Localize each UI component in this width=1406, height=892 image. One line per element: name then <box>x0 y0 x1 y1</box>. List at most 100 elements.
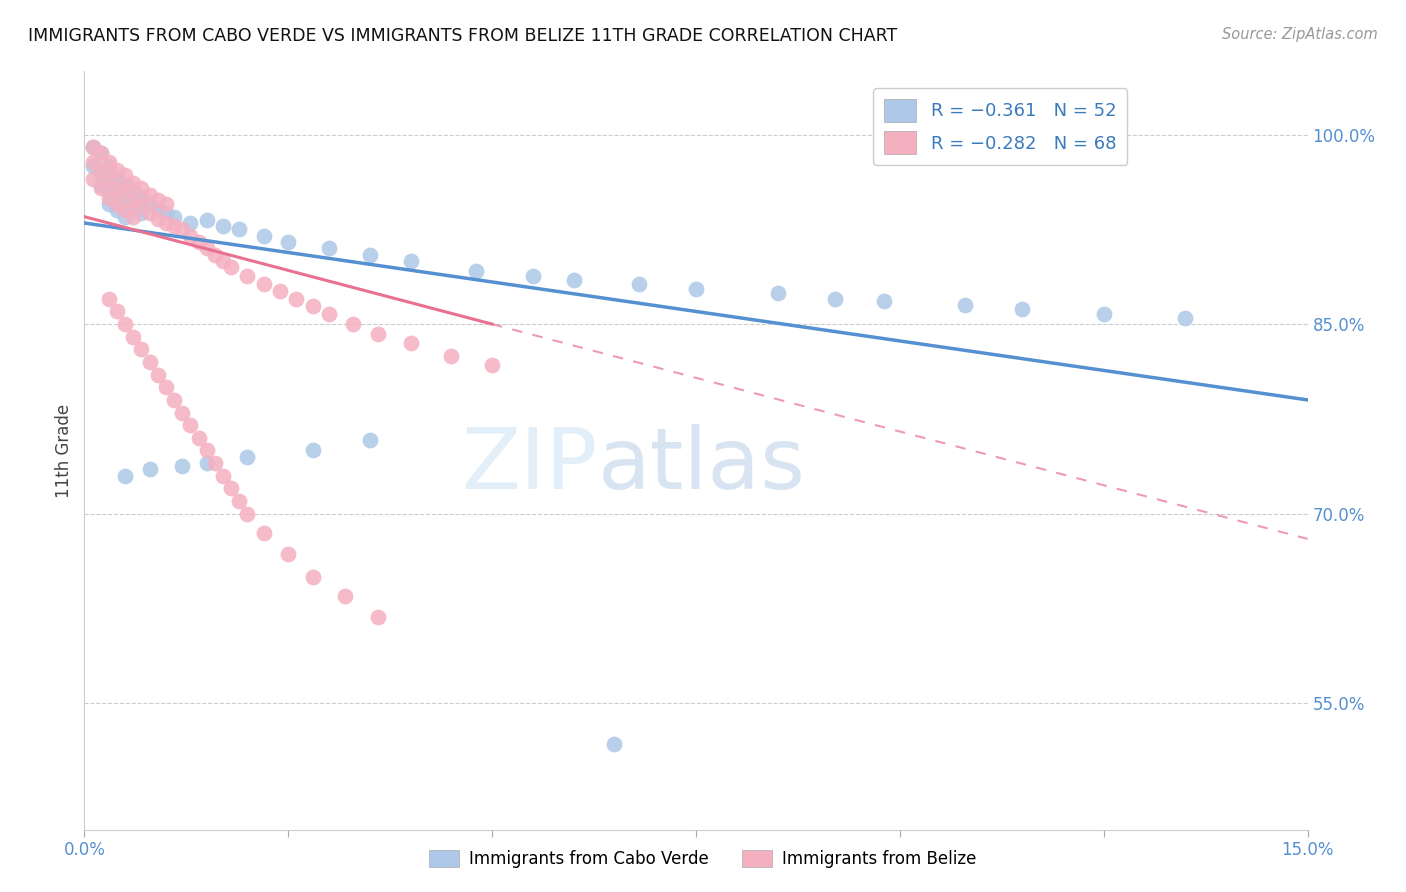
Point <box>97 171 120 186</box>
Point <box>1174 310 1197 325</box>
Point <box>179 216 201 230</box>
Point <box>82 140 104 154</box>
Point <box>195 213 218 227</box>
Point <box>253 277 276 291</box>
Point <box>105 171 128 186</box>
Text: atlas: atlas <box>598 424 806 508</box>
Point <box>90 165 112 179</box>
Point <box>212 219 235 233</box>
Point <box>253 525 276 540</box>
Point <box>90 178 112 193</box>
Point <box>122 185 145 199</box>
Point <box>114 178 136 193</box>
Point <box>163 392 186 407</box>
Point <box>155 216 177 230</box>
Point <box>481 358 503 372</box>
Point <box>824 292 846 306</box>
Point <box>97 155 120 169</box>
Point <box>685 282 707 296</box>
Point <box>122 201 145 215</box>
Point <box>163 210 186 224</box>
Point <box>90 180 112 194</box>
Point <box>236 269 259 284</box>
Point <box>318 307 340 321</box>
Point <box>179 228 201 243</box>
Point <box>82 155 104 169</box>
Point <box>131 191 153 205</box>
Point <box>367 327 389 342</box>
Point <box>114 203 136 218</box>
Point <box>212 468 235 483</box>
Point <box>236 450 259 464</box>
Point <box>82 140 104 154</box>
Point <box>359 434 381 448</box>
Point <box>131 198 153 212</box>
Point <box>172 222 194 236</box>
Point <box>155 197 177 211</box>
Legend: R = −0.361   N = 52, R = −0.282   N = 68: R = −0.361 N = 52, R = −0.282 N = 68 <box>873 88 1128 165</box>
Point <box>766 285 789 300</box>
Legend: Immigrants from Cabo Verde, Immigrants from Belize: Immigrants from Cabo Verde, Immigrants f… <box>423 843 983 875</box>
Point <box>114 317 136 331</box>
Point <box>367 610 389 624</box>
Point <box>285 292 308 306</box>
Point <box>138 462 160 476</box>
Point <box>138 188 160 202</box>
Point <box>195 241 218 255</box>
Point <box>399 253 422 268</box>
Point <box>97 292 120 306</box>
Point <box>90 163 112 178</box>
Point <box>277 235 299 249</box>
Point <box>1092 307 1115 321</box>
Point <box>155 206 177 220</box>
Point <box>122 176 145 190</box>
Point <box>105 180 128 194</box>
Point <box>627 277 650 291</box>
Point <box>90 146 112 161</box>
Point <box>440 349 463 363</box>
Point <box>131 206 153 220</box>
Point <box>269 285 291 299</box>
Point <box>522 269 544 284</box>
Point <box>105 163 128 178</box>
Point <box>342 317 364 331</box>
Point <box>204 456 226 470</box>
Point <box>872 294 894 309</box>
Point <box>138 197 160 211</box>
Y-axis label: 11th Grade: 11th Grade <box>55 403 73 498</box>
Point <box>172 458 194 473</box>
Point <box>131 180 153 194</box>
Point <box>114 194 136 208</box>
Point <box>138 355 160 369</box>
Point <box>105 203 128 218</box>
Text: ZIP: ZIP <box>461 424 598 508</box>
Point <box>105 197 128 211</box>
Point <box>236 507 259 521</box>
Point <box>114 168 136 182</box>
Point <box>195 456 218 470</box>
Point <box>562 273 585 287</box>
Point <box>301 300 323 314</box>
Point <box>82 171 104 186</box>
Point <box>464 264 486 278</box>
Point <box>105 304 128 318</box>
Point <box>163 219 186 233</box>
Point <box>82 159 104 173</box>
Point <box>228 222 250 236</box>
Point <box>122 330 145 344</box>
Point <box>146 212 169 227</box>
Point <box>219 482 242 496</box>
Point <box>122 194 145 208</box>
Point <box>228 494 250 508</box>
Point <box>122 210 145 224</box>
Point <box>603 737 626 751</box>
Point <box>301 570 323 584</box>
Point <box>187 235 209 249</box>
Point <box>301 443 323 458</box>
Point <box>179 418 201 433</box>
Point <box>335 589 357 603</box>
Point <box>90 146 112 161</box>
Point <box>97 185 120 199</box>
Point <box>114 210 136 224</box>
Point <box>105 188 128 202</box>
